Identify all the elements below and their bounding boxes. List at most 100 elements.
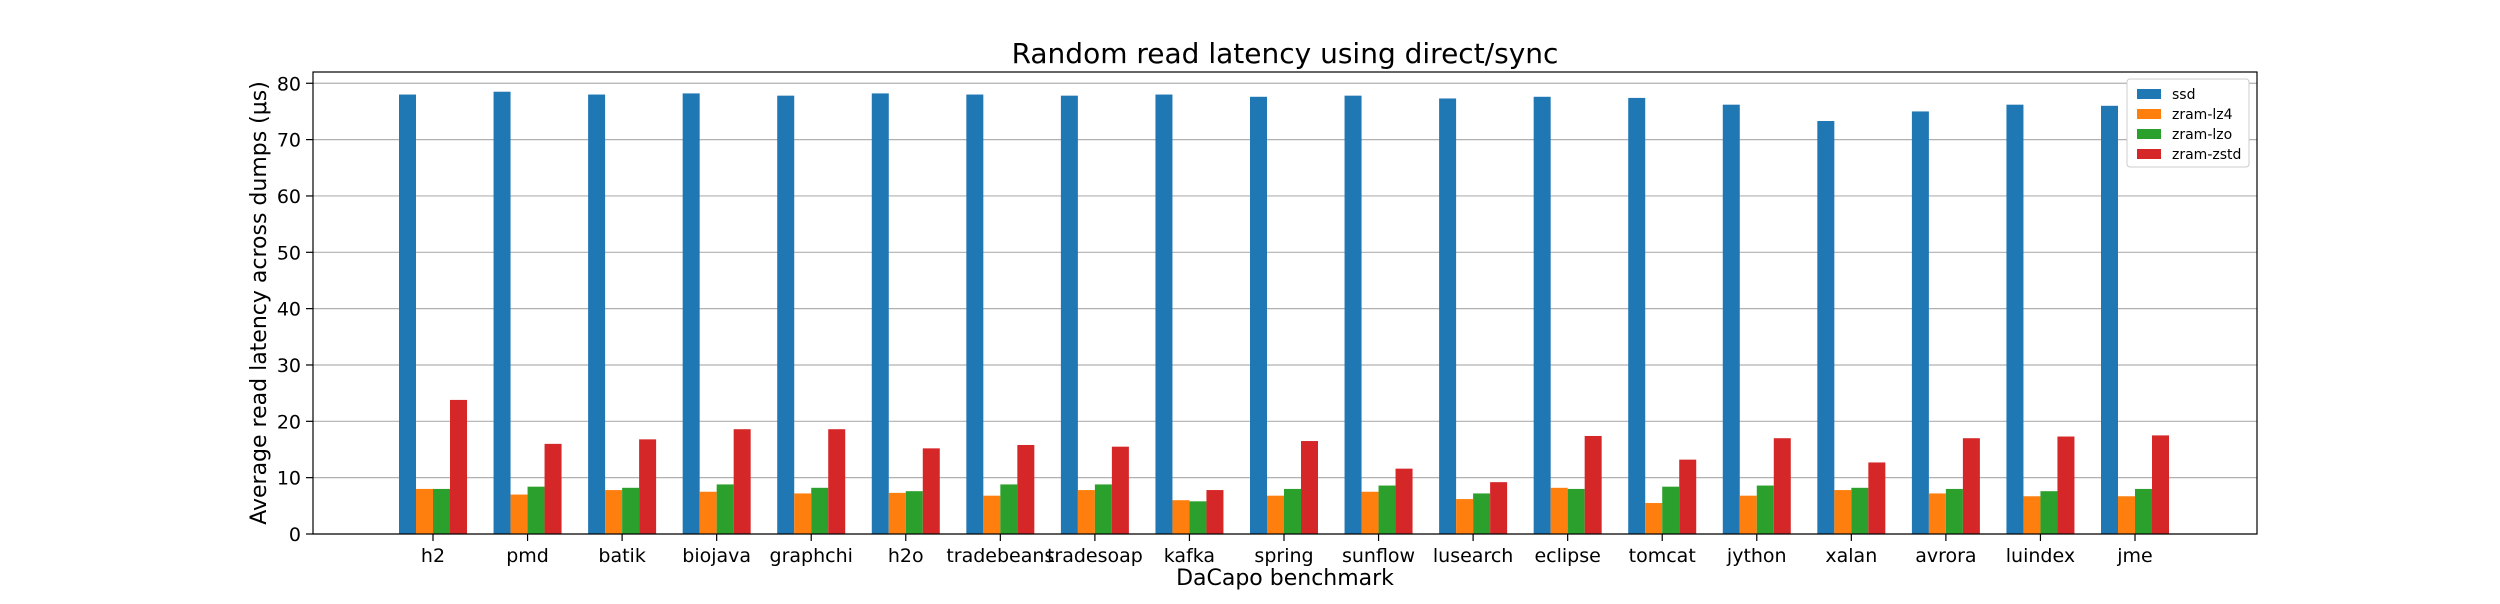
x-tick-label: batik <box>598 545 645 567</box>
x-tick-label: tradebeans <box>946 545 1054 567</box>
bar-ssd <box>871 93 889 534</box>
bar-ssd <box>399 94 416 534</box>
bar-zram-lz4 <box>699 491 717 534</box>
bar-zram-lzo <box>1567 488 1585 534</box>
legend-swatch-ssd <box>2137 89 2161 99</box>
x-tick-label: h2o <box>888 545 924 567</box>
bar-ssd <box>493 91 511 534</box>
legend-swatch-zram-lz4 <box>2137 109 2161 119</box>
bar-zram-lz4 <box>1739 495 1757 534</box>
legend-swatch-zram-zstd <box>2137 149 2161 159</box>
bar-zram-zstd <box>2057 436 2075 534</box>
bar-zram-lz4 <box>416 488 433 534</box>
bar-ssd <box>1628 97 1646 534</box>
y-tick-label: 20 <box>277 411 301 433</box>
bar-zram-zstd <box>1490 482 1508 534</box>
bar-zram-zstd <box>1301 441 1318 534</box>
x-tick-label: h2 <box>421 545 445 567</box>
bar-ssd <box>1060 95 1078 534</box>
bar-zram-lz4 <box>2023 496 2041 534</box>
bar-zram-lz4 <box>1834 490 1852 534</box>
x-tick-label: pmd <box>506 545 549 567</box>
bar-ssd <box>1344 95 1362 534</box>
legend-label: zram-lz4 <box>2172 107 2233 123</box>
bar-zram-zstd <box>1111 446 1129 534</box>
bar-ssd <box>966 94 984 534</box>
y-axis-label: Average read latency across dumps (μs) <box>247 81 272 525</box>
bar-zram-lz4 <box>1077 490 1095 534</box>
bar-zram-lzo <box>2040 491 2058 534</box>
x-tick-label: kafka <box>1164 545 1215 567</box>
bar-zram-zstd <box>1206 490 1224 534</box>
y-tick-label: 0 <box>289 524 301 546</box>
legend-label: ssd <box>2172 87 2195 103</box>
y-axis: 0 10 20 30 40 50 60 70 80 <box>277 73 313 546</box>
bar-zram-lz4 <box>1645 503 1663 534</box>
bar-zram-lzo <box>527 486 545 534</box>
x-tick-label: jme <box>2116 545 2152 567</box>
bar-zram-lzo <box>1756 485 1774 534</box>
x-tick-label: spring <box>1254 545 1313 567</box>
bar-zram-lz4 <box>1456 499 1474 534</box>
bar-zram-lzo <box>1284 488 1301 534</box>
plot-frame <box>312 71 2258 535</box>
bar-zram-zstd <box>922 448 940 534</box>
bar-zram-lzo <box>1473 493 1491 534</box>
bar-zram-lzo <box>1189 501 1207 534</box>
bar-zram-zstd <box>450 399 467 534</box>
x-tick-label: xalan <box>1825 545 1877 567</box>
x-tick-label: luindex <box>2006 545 2075 567</box>
legend: ssd zram-lz4 zram-lzo zram-zstd <box>2126 78 2250 168</box>
y-tick-label: 50 <box>277 242 301 264</box>
legend-box <box>2126 78 2250 168</box>
bar-zram-zstd <box>1584 435 1602 534</box>
bar-zram-zstd <box>733 429 751 534</box>
bar-ssd <box>2101 105 2118 535</box>
bar-zram-lzo <box>433 488 450 534</box>
bar-ssd <box>1817 121 1835 534</box>
bar-ssd <box>1155 94 1173 534</box>
bar-ssd <box>1533 96 1551 534</box>
legend-swatch-zram-lzo <box>2137 129 2161 139</box>
bar-zram-lz4 <box>1267 495 1284 534</box>
bar-ssd <box>1439 98 1457 535</box>
bar-zram-lzo <box>622 487 640 534</box>
bar-ssd <box>777 95 795 534</box>
x-tick-label: graphchi <box>770 545 853 567</box>
bar-zram-lz4 <box>1361 491 1379 534</box>
bar-zram-lz4 <box>794 493 812 534</box>
bar-ssd <box>2006 104 2024 535</box>
x-axis-label: DaCapo benchmark <box>1176 566 1394 591</box>
bar-zram-zstd <box>1017 444 1035 534</box>
bar-ssd <box>588 94 606 534</box>
x-tick-label: lusearch <box>1433 545 1513 567</box>
bar-ssd <box>1722 104 1740 535</box>
x-tick-label: avrora <box>1915 545 1976 567</box>
bar-zram-zstd <box>639 439 657 534</box>
bars <box>399 91 2169 535</box>
y-tick-label: 30 <box>277 355 301 377</box>
x-tick-label: tomcat <box>1629 545 1696 567</box>
x-tick-label: sunflow <box>1342 545 1415 567</box>
y-tick-label: 40 <box>277 299 301 321</box>
bar-zram-lz4 <box>983 495 1001 534</box>
bar-zram-zstd <box>544 443 562 534</box>
bar-zram-lz4 <box>1550 487 1568 534</box>
bar-zram-lzo <box>716 484 734 534</box>
bar-ssd <box>682 93 700 534</box>
bar-zram-lzo <box>1851 487 1869 534</box>
bar-zram-lz4 <box>2118 496 2135 534</box>
gridlines <box>313 82 2257 535</box>
y-tick-label: 70 <box>277 130 301 152</box>
bar-zram-lzo <box>905 491 923 534</box>
bar-zram-zstd <box>2152 435 2169 534</box>
x-axis: h2 pmd batik biojava graphchi h2o tradebeanstr… <box>421 534 2153 567</box>
bar-zram-zstd <box>1395 468 1413 534</box>
x-tick-label: biojava <box>682 545 751 567</box>
y-tick-label: 60 <box>277 186 301 208</box>
bar-zram-lzo <box>1378 485 1396 534</box>
bar-zram-lz4 <box>510 494 528 534</box>
bar-zram-lzo <box>1945 488 1963 534</box>
